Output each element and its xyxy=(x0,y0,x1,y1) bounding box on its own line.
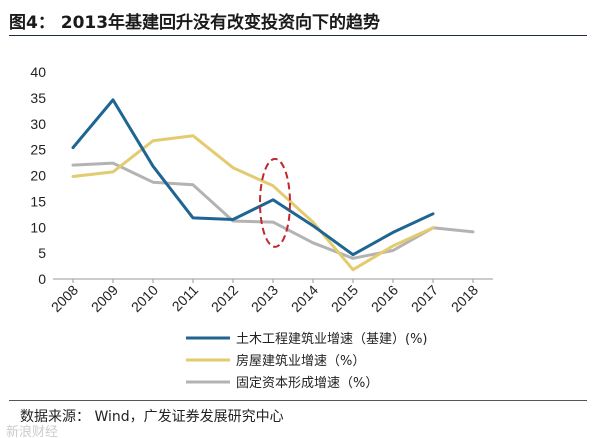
x-tick-label: 2017 xyxy=(408,282,441,315)
title-bar: 图4： 2013年基建回升没有改变投资向下的趋势 xyxy=(9,4,587,34)
x-tick-label: 2011 xyxy=(169,282,202,315)
y-tick-label: 25 xyxy=(30,142,46,158)
title-rule xyxy=(9,35,587,36)
y-tick-label: 20 xyxy=(30,168,46,184)
series-line xyxy=(71,134,435,272)
figure-title: 图4： 2013年基建回升没有改变投资向下的趋势 xyxy=(9,13,381,33)
x-tick-label: 2013 xyxy=(248,282,281,315)
x-tick-label: 2012 xyxy=(208,282,241,315)
highlight-ellipse xyxy=(259,157,291,248)
y-tick-label: 15 xyxy=(30,193,46,209)
series-line xyxy=(71,98,435,257)
x-tick-label: 2016 xyxy=(368,282,401,315)
x-tick-label: 2008 xyxy=(48,282,81,315)
x-tick-label: 2014 xyxy=(288,282,321,315)
x-tick-label: 2015 xyxy=(328,282,361,315)
y-tick-label: 30 xyxy=(30,116,46,132)
legend-label: 固定资本形成增速（%） xyxy=(236,376,378,391)
y-tick-label: 40 xyxy=(30,64,46,80)
y-tick-label: 35 xyxy=(30,90,46,106)
watermark-text: 新浪财经 xyxy=(6,424,58,438)
x-tick-label: 2018 xyxy=(448,282,481,315)
y-tick-label: 10 xyxy=(30,219,46,235)
y-tick-label: 0 xyxy=(38,271,46,287)
series-line xyxy=(71,161,475,260)
legend-label: 土木工程建筑业增速（基建）(%) xyxy=(236,331,428,347)
x-tick-label: 2009 xyxy=(88,282,121,315)
bottom-rule xyxy=(9,400,587,401)
x-tick-label: 2010 xyxy=(128,282,161,315)
source-note: 数据来源： Wind，广发证券发展研究中心 xyxy=(20,409,284,425)
legend-label: 房屋建筑业增速（%） xyxy=(236,353,365,369)
y-tick-label: 5 xyxy=(38,245,46,261)
